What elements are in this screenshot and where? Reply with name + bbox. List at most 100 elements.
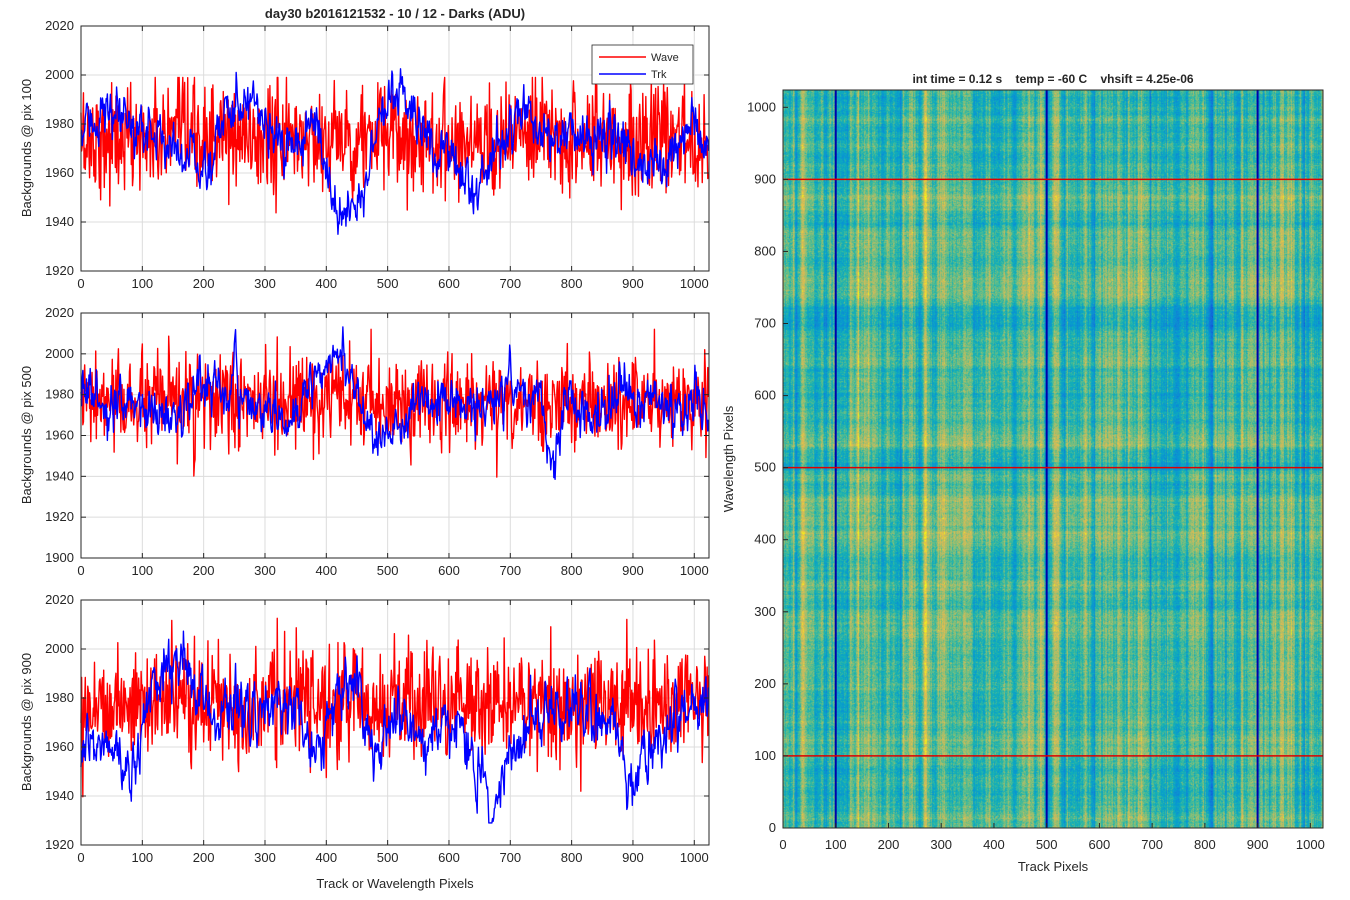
- heatmap-xtick-label: 600: [1089, 837, 1111, 852]
- heatmap-image: [783, 90, 1323, 828]
- panel-pix-100-xtick-label: 0: [77, 276, 84, 291]
- panel-pix-500-ytick-label: 1940: [45, 468, 74, 483]
- panel-pix-900-xtick-label: 400: [315, 850, 337, 865]
- panel-pix-500-ticks: 0 100 200 300 400 500 600 700 800 900 1000 1900 1920…: [45, 305, 709, 578]
- panel-pix-100-ticks: 0 100 200 300 400 500 600 700 800 900 1000 1920 1940…: [45, 18, 709, 291]
- panel-pix-900-xtick-label: 600: [438, 850, 460, 865]
- legend-wave-label: Wave: [651, 52, 679, 64]
- panel-pix-500-trk-line: [80, 326, 710, 481]
- panel-pix-500-xtick-label: 500: [377, 563, 399, 578]
- heatmap-ytick-label: 700: [754, 316, 776, 331]
- panel-pix-500-xtick-label: 600: [438, 563, 460, 578]
- heatmap-xtick-label: 500: [1036, 837, 1058, 852]
- panel-pix-900-trk-line: [80, 630, 710, 824]
- panel-pix-900-xtick-label: 100: [131, 850, 153, 865]
- heatmap-ytick-label: 200: [754, 676, 776, 691]
- panel-pix-900-xtick-label: 1000: [680, 850, 709, 865]
- panel-pix-500-ytick-label: 1960: [45, 428, 74, 443]
- panel-pix-100-ytick-label: 1940: [45, 214, 74, 229]
- heatmap-xtick-label: 1000: [1296, 837, 1325, 852]
- heatmap-xtick-label: 200: [878, 837, 900, 852]
- panel-pix-500-ytick-label: 1980: [45, 387, 74, 402]
- panel-pix-100-ytick-label: 1960: [45, 165, 74, 180]
- heatmap-ytick-label: 400: [754, 532, 776, 547]
- panel-pix-500-ytick-label: 1920: [45, 509, 74, 524]
- panel-pix-500-xtick-label: 400: [315, 563, 337, 578]
- panel-pix-500-xtick-label: 700: [499, 563, 521, 578]
- panel-pix-900-ytick-label: 1920: [45, 837, 74, 852]
- heatmap-xtick-label: 900: [1247, 837, 1269, 852]
- panel-pix-900-xtick-label: 500: [377, 850, 399, 865]
- panel-pix-100-xtick-label: 100: [131, 276, 153, 291]
- heatmap-xlabel: Track Pixels: [1018, 859, 1089, 874]
- panel-pix-900-series: [80, 617, 710, 824]
- panel-pix-900-ytick-label: 2000: [45, 641, 74, 656]
- heatmap-ticks: 0 100 200 300 400 500 600 700 800 900 1000 0 100 200 3…: [747, 99, 1325, 852]
- heatmap-ytick-label: 100: [754, 748, 776, 763]
- panel-pix-100-xtick-label: 800: [561, 276, 583, 291]
- heatmap-xtick-label: 300: [930, 837, 952, 852]
- panel-pix-100-ytick-label: 2020: [45, 18, 74, 33]
- panel-pix-900-ytick-label: 1980: [45, 690, 74, 705]
- figure-title: day30 b2016121532 - 10 / 12 - Darks (ADU…: [265, 6, 525, 21]
- panel-pix-900-ytick-label: 1960: [45, 739, 74, 754]
- panel-pix-500: 0 100 200 300 400 500 600 700 800 900 1000 1900 1920…: [19, 305, 710, 578]
- panel-pix-100-xtick-label: 200: [193, 276, 215, 291]
- panel-pix-100-xtick-label: 300: [254, 276, 276, 291]
- panel-pix-900-xtick-label: 800: [561, 850, 583, 865]
- panel-pix-900-ylabel: Backgrounds @ pix 900: [19, 653, 34, 791]
- panel-pix-900-xtick-label: 700: [499, 850, 521, 865]
- panel-pix-900-wave-line: [80, 617, 710, 798]
- heatmap-title: int time = 0.12 s temp = -60 C vhsift = …: [912, 72, 1193, 86]
- panel-pix-100-trk-line: [80, 68, 710, 235]
- panel-pix-100-xtick-label: 600: [438, 276, 460, 291]
- panel-pix-100-ytick-label: 2000: [45, 67, 74, 82]
- heatmap-ylabel: Wavelength Pixels: [721, 405, 736, 512]
- panel-pix-500-xtick-label: 200: [193, 563, 215, 578]
- heatmap-ytick-label: 600: [754, 388, 776, 403]
- panel-pix-900-frame: [80, 599, 710, 846]
- panel-pix-900-xtick-label: 900: [622, 850, 644, 865]
- panel-pix-100-ytick-label: 1920: [45, 263, 74, 278]
- panel-pix-500-ytick-label: 2000: [45, 346, 74, 361]
- panel-pix-100: 0 100 200 300 400 500 600 700 800 900 1000 1920 1940…: [19, 18, 710, 291]
- panel-pix-900-ytick-label: 1940: [45, 788, 74, 803]
- panel-pix-500-xtick-label: 1000: [680, 563, 709, 578]
- panel-pix-900-ytick-label: 2020: [45, 592, 74, 607]
- legend: Wave Trk: [591, 44, 694, 85]
- panel-pix-900-xtick-label: 200: [193, 850, 215, 865]
- heatmap-xtick-label: 0: [779, 837, 786, 852]
- legend-box: [591, 44, 694, 85]
- panel-pix-500-xtick-label: 0: [77, 563, 84, 578]
- panel-pix-900: 0 100 200 300 400 500 600 700 800 900 1000 1920 1940…: [19, 592, 710, 891]
- heatmap-ytick-label: 1000: [747, 99, 776, 114]
- panel-pix-900-xtick-label: 0: [77, 850, 84, 865]
- panel-pix-100-series: [80, 68, 710, 235]
- panel-pix-500-xtick-label: 900: [622, 563, 644, 578]
- panel-pix-100-ytick-label: 1980: [45, 116, 74, 131]
- panel-pix-500-xtick-label: 800: [561, 563, 583, 578]
- panel-pix-500-xtick-label: 300: [254, 563, 276, 578]
- panel-pix-100-xtick-label: 500: [377, 276, 399, 291]
- panel-pix-500-ytick-label: 1900: [45, 550, 74, 565]
- heatmap-ytick-label: 0: [769, 820, 776, 835]
- heatmap-xtick-label: 700: [1141, 837, 1163, 852]
- panel-pix-100-ylabel: Backgrounds @ pix 100: [19, 79, 34, 217]
- panel-pix-100-xtick-label: 1000: [680, 276, 709, 291]
- panel-pix-500-ytick-label: 2020: [45, 305, 74, 320]
- panel-pix-900-ticks: 0 100 200 300 400 500 600 700 800 900 1000 1920 1940…: [45, 592, 709, 865]
- panel-pix-100-xtick-label: 900: [622, 276, 644, 291]
- heatmap-xtick-label: 400: [983, 837, 1005, 852]
- panel-pix-500-wave-line: [80, 328, 710, 478]
- heatmap-ytick-label: 900: [754, 171, 776, 186]
- legend-trk-label: Trk: [651, 69, 667, 81]
- panel-pix-500-xtick-label: 100: [131, 563, 153, 578]
- panel-pix-500-series: [80, 326, 710, 481]
- heatmap-ytick-label: 500: [754, 460, 776, 475]
- panel-pix-100-frame: [80, 25, 710, 272]
- heatmap-ytick-label: 300: [754, 604, 776, 619]
- panel-pix-100-xtick-label: 400: [315, 276, 337, 291]
- heatmap-xtick-label: 100: [825, 837, 847, 852]
- heatmap-xtick-label: 800: [1194, 837, 1216, 852]
- panel-pix-100-xtick-label: 700: [499, 276, 521, 291]
